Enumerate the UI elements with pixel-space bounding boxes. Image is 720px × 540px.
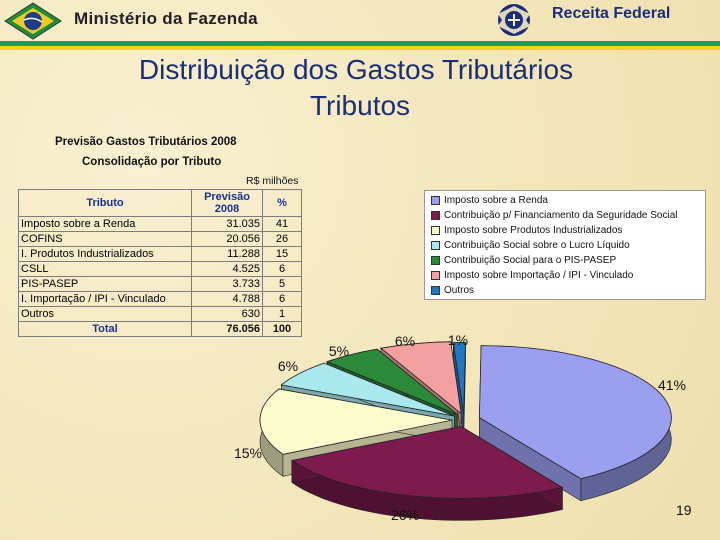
total-value: 76.056 [191,321,263,337]
header-previsao-line1: Previsão [204,191,250,203]
header-yellow-stripe [0,46,720,50]
header: Ministério da Fazenda Receita Federal [0,0,720,42]
table-title: Previsão Gastos Tributários 2008 [55,136,237,148]
legend-item: Outros [431,285,474,296]
legend-label: Contribuição Social sobre o Lucro Líquid… [444,240,630,251]
legend-item: Contribuição Social sobre o Lucro Líquid… [431,240,630,251]
pie-data-label: 26% [391,507,419,523]
legend-item: Imposto sobre Produtos Industrializados [431,225,622,236]
row-pct: 41 [262,216,302,232]
header-pct: % [262,189,302,217]
pie-data-label: 5% [329,343,349,359]
row-pct: 15 [262,246,302,262]
table-subtitle: Consolidação por Tributo [82,156,222,168]
legend-item: Contribuição Social para o PIS-PASEP [431,255,616,266]
page-number: 19 [676,502,692,518]
legend-swatch [431,270,440,280]
legend-swatch [431,255,440,265]
table-total-row: Total 76.056 100 [18,321,302,337]
tax-table: Tributo Previsão 2008 % Imposto sobre a … [18,189,302,337]
chart-legend: Imposto sobre a Renda Contribuição p/ Fin… [424,190,706,300]
legend-swatch [431,240,440,250]
table-row: Imposto sobre a Renda 31.035 41 [18,216,302,232]
total-pct: 100 [262,321,302,337]
legend-item: Imposto sobre a Renda [431,195,548,206]
legend-label: Imposto sobre Produtos Industrializados [444,225,623,236]
pie-data-label: 15% [234,445,262,461]
pie-data-label: 1% [448,332,468,348]
pie-slice [379,341,462,415]
legend-label: Imposto sobre a Renda [444,195,548,206]
legend-label: Imposto sobre Importação / IPI - Vincula… [444,270,634,281]
slide-subtitle: Tributos [309,90,411,121]
pie-data-label: 6% [395,333,415,349]
agency-name: Receita Federal [552,5,671,22]
total-name: Total [18,321,192,337]
legend-swatch [431,210,440,220]
legend-swatch [431,225,440,235]
table-row: COFINS 20.056 26 [18,231,302,247]
legend-swatch [431,195,440,205]
pie-slice [280,362,455,417]
brazil-coat-of-arms-icon [4,2,62,40]
row-value: 31.035 [191,216,263,232]
legend-label: Contribuição Social para o PIS-PASEP [444,255,617,266]
slide-title: Distribuição dos Gastos Tributários [138,54,574,85]
header-green-stripe [0,41,720,46]
pie-slice [452,342,466,415]
pie-data-label: 6% [278,358,298,374]
table-unit: R$ milhões [246,175,299,187]
table-row: I. Importação / IPI - Vinculado 4.788 6 [18,291,302,307]
legend-label: Contribuição p/ Financiamento da Segurid… [444,210,678,221]
pie-slice [325,348,458,415]
pie-slice [259,388,453,455]
ministry-name: Ministério da Fazenda [74,9,258,28]
table-header-row: Tributo Previsão 2008 % [18,189,302,217]
row-name: I. Produtos Industrializados [18,246,192,262]
legend-label: Outros [444,285,475,296]
legend-item: Imposto sobre Importação / IPI - Vincula… [431,270,633,281]
pie-slice [478,345,672,480]
header-previsao: Previsão 2008 [191,189,263,217]
legend-swatch [431,285,440,295]
row-value: 11.288 [191,246,263,262]
pie-data-label: 41% [658,377,686,393]
pie-slice [290,425,564,499]
table-row: I. Produtos Industrializados 11.288 15 [18,246,302,262]
header-tributo: Tributo [18,189,192,217]
legend-item: Contribuição p/ Financiamento da Segurid… [431,210,677,221]
row-name: COFINS [18,231,192,247]
row-name: I. Importação / IPI - Vinculado [18,291,192,307]
receita-federal-logo-icon [498,4,530,36]
header-previsao-line2: 2008 [214,203,240,215]
table-row: Outros 630 1 [18,306,302,322]
